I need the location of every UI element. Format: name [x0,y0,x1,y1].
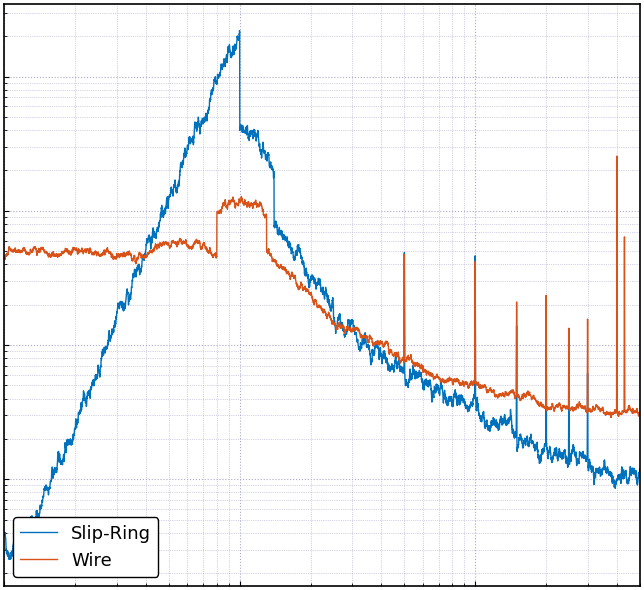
Slip-Ring [414,371,422,378]
Wire [613,153,621,160]
Line: Wire: Wire [4,156,640,418]
Slip-Ring [475,412,482,419]
Wire [0,255,8,262]
Legend: Slip-Ring, Wire: Slip-Ring, Wire [13,517,158,577]
Slip-Ring [236,27,243,34]
Line: Slip-Ring: Slip-Ring [4,31,640,559]
Slip-Ring [6,556,14,563]
Wire [607,414,615,421]
Slip-Ring [243,123,251,130]
Wire [475,380,482,387]
Slip-Ring [116,299,124,306]
Wire [636,409,644,417]
Slip-Ring [382,357,390,364]
Slip-Ring [523,432,531,440]
Wire [413,360,421,368]
Wire [381,339,389,346]
Slip-Ring [636,467,644,474]
Wire [116,253,124,260]
Slip-Ring [0,530,8,537]
Wire [523,389,531,396]
Wire [243,204,251,211]
